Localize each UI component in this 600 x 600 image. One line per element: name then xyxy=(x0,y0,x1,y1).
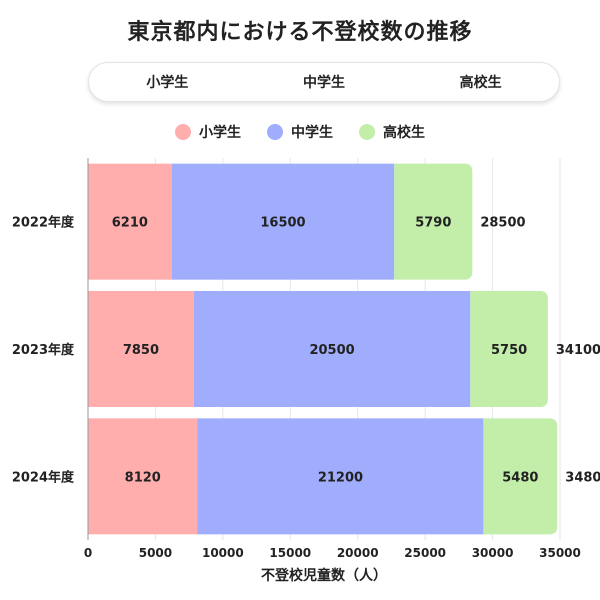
legend-item-high[interactable]: 高校生 xyxy=(359,122,425,142)
x-tick-label-7: 35000 xyxy=(539,546,581,560)
bar-elementary-2 xyxy=(88,418,198,535)
legend-label-middle: 中学生 xyxy=(291,125,333,141)
x-tick-label-6: 30000 xyxy=(472,546,514,560)
data-label-middle-2: 21200 xyxy=(318,470,363,485)
x-tick-label-5: 25000 xyxy=(404,546,446,560)
x-tick-label-2: 10000 xyxy=(202,546,244,560)
x-tick-label-3: 15000 xyxy=(269,546,311,560)
legend-item-elementary[interactable]: 小学生 xyxy=(175,122,241,142)
legend-label-elementary: 小学生 xyxy=(199,125,241,141)
x-axis-title: 不登校児童数（人） xyxy=(261,567,387,584)
category-label-2: 2024年度 xyxy=(12,469,75,485)
category-label-0: 2022年度 xyxy=(12,215,75,231)
data-label-middle-1: 20500 xyxy=(309,343,354,358)
data-label-high-0: 5790 xyxy=(415,216,451,231)
bar-high-1 xyxy=(470,291,548,407)
tab-high[interactable]: 高校生 xyxy=(459,75,502,91)
data-label-elementary-0: 6210 xyxy=(112,216,148,231)
total-label-1: 34100 xyxy=(556,343,600,358)
chart-title: 東京都内における不登校数の推移 xyxy=(127,20,473,45)
category-label-1: 2023年度 xyxy=(12,342,75,358)
tab-elementary[interactable]: 小学生 xyxy=(146,75,189,91)
data-label-elementary-1: 7850 xyxy=(123,343,159,358)
level-tab-bar: 小学生 中学生 高校生 xyxy=(88,62,560,102)
total-label-0: 28500 xyxy=(480,216,525,231)
data-label-high-1: 5750 xyxy=(491,343,527,358)
bar-middle-0 xyxy=(171,163,395,280)
bar-high-0 xyxy=(394,163,473,280)
legend: 小学生 中学生 高校生 xyxy=(0,122,600,142)
bar-middle-1 xyxy=(193,291,471,407)
tab-middle[interactable]: 中学生 xyxy=(302,75,345,91)
bar-middle-2 xyxy=(197,418,484,535)
legend-swatch-elementary xyxy=(175,124,191,140)
x-tick-label-4: 20000 xyxy=(337,546,379,560)
bar-high-2 xyxy=(483,418,558,535)
data-label-middle-0: 16500 xyxy=(260,216,305,231)
legend-item-middle[interactable]: 中学生 xyxy=(267,122,333,142)
x-tick-label-0: 0 xyxy=(84,546,92,560)
legend-label-high: 高校生 xyxy=(383,125,425,141)
data-label-elementary-2: 8120 xyxy=(125,470,161,485)
bar-elementary-1 xyxy=(88,291,194,407)
bar-elementary-0 xyxy=(88,163,172,280)
legend-swatch-middle xyxy=(267,124,283,140)
data-label-high-2: 5480 xyxy=(502,470,538,485)
legend-swatch-high xyxy=(359,124,375,140)
x-tick-label-1: 5000 xyxy=(139,546,172,560)
